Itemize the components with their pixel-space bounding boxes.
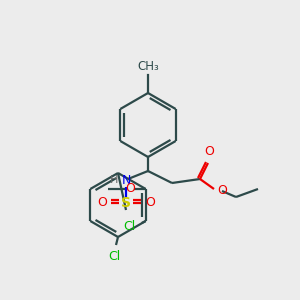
Text: O: O xyxy=(97,196,107,208)
Text: N: N xyxy=(121,175,131,188)
Text: O: O xyxy=(145,196,155,208)
Text: Cl: Cl xyxy=(108,250,120,262)
Text: H: H xyxy=(110,175,118,185)
Text: O: O xyxy=(125,182,135,196)
Text: S: S xyxy=(121,196,131,210)
Text: CH₃: CH₃ xyxy=(137,60,159,73)
Text: Cl: Cl xyxy=(124,220,136,233)
Text: O: O xyxy=(217,184,227,196)
Text: O: O xyxy=(204,145,214,158)
